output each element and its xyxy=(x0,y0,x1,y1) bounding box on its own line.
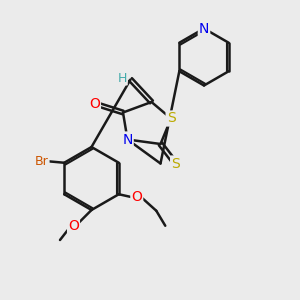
Text: Br: Br xyxy=(35,155,49,168)
Text: O: O xyxy=(131,190,142,204)
Text: S: S xyxy=(167,112,176,125)
Text: S: S xyxy=(171,157,180,170)
Text: N: N xyxy=(122,133,133,146)
Text: O: O xyxy=(89,97,100,110)
Text: O: O xyxy=(68,220,79,233)
Text: N: N xyxy=(199,22,209,35)
Text: H: H xyxy=(117,71,127,85)
